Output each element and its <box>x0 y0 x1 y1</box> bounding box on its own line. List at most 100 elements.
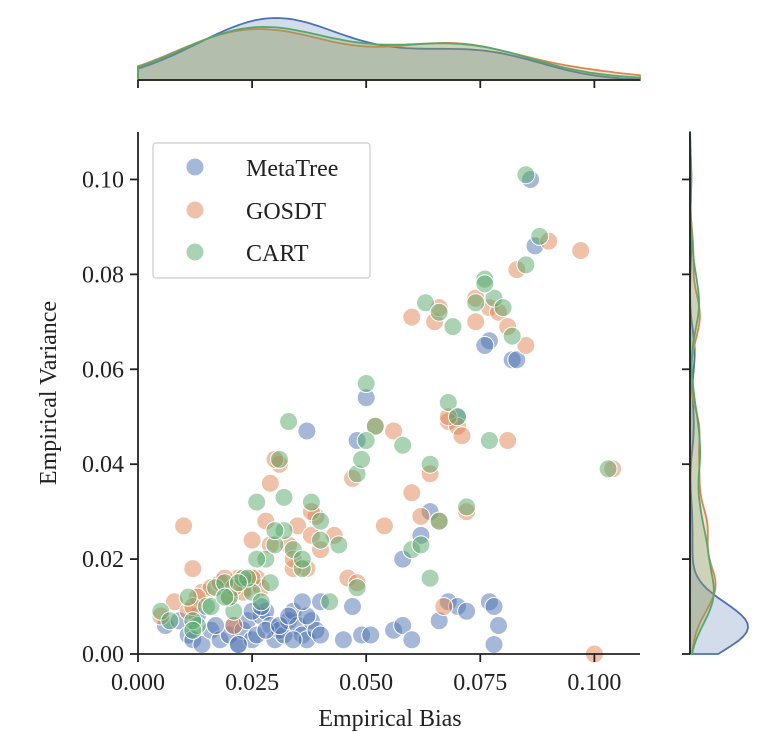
point-gosdt <box>411 506 431 526</box>
point-cart <box>598 459 618 479</box>
point-cart <box>479 431 499 450</box>
point-cart <box>420 568 440 588</box>
point-cart <box>420 454 440 474</box>
point-cart <box>352 449 372 469</box>
point-gosdt <box>452 426 472 446</box>
legend-label-metatree: MetaTree <box>246 156 338 182</box>
right-marginal-kde <box>682 131 749 655</box>
point-gosdt <box>434 597 454 616</box>
legend-frame <box>152 142 371 279</box>
point-cart <box>183 620 203 640</box>
point-cart <box>260 573 280 593</box>
point-cart <box>516 255 536 275</box>
point-cart <box>270 449 289 469</box>
point-gosdt <box>402 483 422 503</box>
point-gosdt <box>571 241 591 261</box>
y-tick-label: 0.08 <box>82 262 124 288</box>
right-kde-cart <box>689 131 715 655</box>
point-cart <box>466 293 486 313</box>
point-gosdt <box>260 473 280 493</box>
point-gosdt <box>402 307 422 327</box>
x-axis-label: Empirical Bias <box>318 706 461 732</box>
point-metatree <box>283 630 303 650</box>
point-metatree <box>507 350 527 370</box>
point-gosdt <box>498 431 518 450</box>
y-axis-label: Empirical Variance <box>36 301 62 485</box>
point-cart <box>215 587 235 607</box>
point-metatree <box>343 597 362 616</box>
point-gosdt <box>384 421 404 441</box>
point-metatree <box>475 336 495 355</box>
point-metatree <box>292 592 312 612</box>
point-gosdt <box>174 516 194 536</box>
point-cart <box>530 226 550 246</box>
point-cart <box>516 165 536 185</box>
point-gosdt <box>183 559 203 579</box>
legend-label-gosdt: GOSDT <box>246 199 326 225</box>
point-cart <box>292 549 312 569</box>
point-cart <box>311 511 330 531</box>
point-cart <box>502 326 522 346</box>
point-cart <box>356 431 376 450</box>
x-tick-label: 0.075 <box>453 670 507 696</box>
top-kde-cart <box>137 25 641 81</box>
point-metatree <box>484 635 504 654</box>
legend-marker-cart <box>185 242 205 262</box>
point-metatree <box>484 597 504 616</box>
point-cart <box>247 549 267 569</box>
point-metatree <box>228 635 248 654</box>
point-cart <box>274 487 294 507</box>
y-tick-label: 0.06 <box>82 357 124 383</box>
point-metatree <box>206 616 226 635</box>
legend-marker-gosdt <box>185 200 205 220</box>
top-marginal-kde <box>137 17 641 88</box>
legend-label-cart: CART <box>246 241 309 267</box>
y-tick-label: 0.02 <box>82 547 124 573</box>
point-gosdt <box>242 530 262 550</box>
point-cart <box>311 530 330 550</box>
x-tick-label: 0.100 <box>567 670 621 696</box>
scatter-points <box>151 165 623 664</box>
point-cart <box>329 535 349 555</box>
point-cart <box>251 592 271 612</box>
point-metatree <box>361 625 381 645</box>
legend-marker-metatree <box>185 157 205 177</box>
point-metatree <box>457 601 477 621</box>
point-cart <box>411 535 431 555</box>
point-cart <box>320 592 340 612</box>
point-cart <box>475 274 495 294</box>
point-cart <box>201 597 221 616</box>
point-cart <box>429 511 449 531</box>
point-metatree <box>297 421 317 441</box>
y-tick-label: 0.04 <box>82 452 124 478</box>
point-cart <box>356 374 376 393</box>
y-tick-label: 0.00 <box>82 642 124 668</box>
point-metatree <box>333 630 353 650</box>
x-tick-label: 0.000 <box>111 670 165 696</box>
point-cart <box>228 573 248 593</box>
x-tick-label: 0.025 <box>225 670 279 696</box>
point-metatree <box>279 606 299 626</box>
point-gosdt <box>466 312 486 332</box>
point-cart <box>247 492 267 512</box>
point-metatree <box>393 616 413 635</box>
point-metatree <box>489 616 508 635</box>
legend: MetaTree GOSDT CART <box>152 142 371 279</box>
point-cart <box>178 587 198 607</box>
point-cart <box>160 611 180 631</box>
point-cart <box>457 497 477 517</box>
point-metatree <box>311 625 330 645</box>
point-cart <box>347 578 367 598</box>
point-cart <box>443 317 463 337</box>
point-cart <box>301 492 321 512</box>
point-cart <box>279 412 299 431</box>
point-metatree <box>402 630 422 650</box>
main-scatter-plot: 0.000 0.025 0.050 0.075 0.100 0.00 0.02 0.04 0.0… <box>82 132 640 696</box>
point-gosdt <box>516 336 536 355</box>
y-tick-label: 0.10 <box>82 167 124 193</box>
point-cart <box>265 521 285 541</box>
point-cart <box>416 293 435 313</box>
point-cart <box>429 302 449 322</box>
axes: 0.000 0.025 0.050 0.075 0.100 0.00 0.02 0.04 0.0… <box>82 132 640 696</box>
